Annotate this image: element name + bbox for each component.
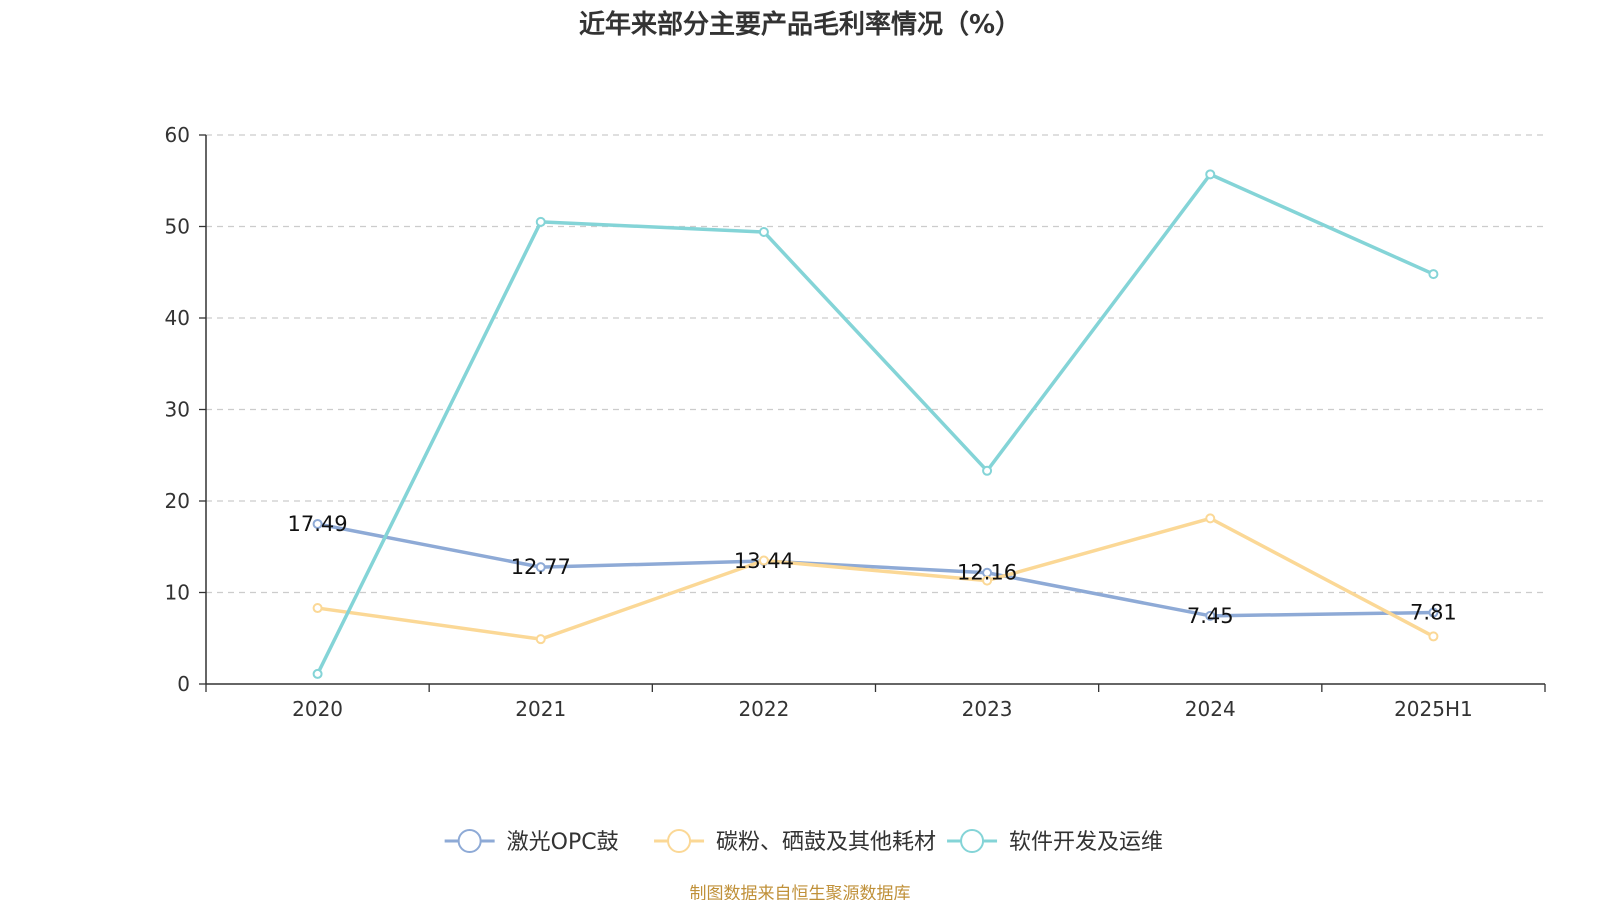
x-tick-label: 2021	[515, 697, 566, 721]
data-label: 17.49	[288, 512, 348, 536]
data-point	[535, 634, 546, 645]
series-line	[317, 516, 1435, 641]
data-label: 7.45	[1187, 604, 1234, 628]
legend-marker-icon	[960, 829, 985, 853]
data-point	[1428, 269, 1439, 280]
series-line	[316, 172, 1435, 675]
data-label: 13.44	[734, 549, 794, 573]
data-point	[1428, 607, 1439, 618]
x-tick-label: 2020	[292, 697, 343, 721]
data-point	[982, 465, 993, 476]
y-tick-label: 20	[165, 489, 190, 513]
legend-item-0[interactable]: 激光OPC鼓	[444, 829, 619, 855]
series-2	[312, 169, 1439, 679]
y-tick-label: 0	[177, 672, 190, 696]
x-tick-label: 2023	[962, 697, 1013, 721]
data-point	[982, 575, 993, 586]
legend-label: 软件开发及运维	[1009, 830, 1163, 855]
y-tick-label: 10	[165, 581, 190, 605]
axes: 0 10 20 30 40 50 60 2020 2021 2022 2023 2024 2025H1	[165, 123, 1546, 721]
chart-title: 近年来部分主要产品毛利率情况（%）	[579, 9, 1021, 40]
data-point	[1428, 631, 1439, 642]
data-label: 7.81	[1410, 601, 1457, 625]
legend-label: 碳粉、硒鼓及其他耗材	[716, 830, 936, 855]
data-point	[535, 562, 546, 573]
data-point	[1205, 169, 1216, 180]
x-tick-label: 2022	[738, 697, 789, 721]
x-tick-label: 2024	[1185, 697, 1236, 721]
source-note: 制图数据来自恒生聚源数据库	[690, 884, 911, 900]
legend-item-1[interactable]: 碳粉、硒鼓及其他耗材	[654, 829, 936, 855]
y-tick-label: 30	[165, 398, 190, 422]
legend-item-2[interactable]: 软件开发及运维	[947, 829, 1163, 855]
data-label: 12.16	[957, 561, 1017, 585]
data-labels: 17.49 12.77 13.44 12.16 7.45 7.81	[288, 512, 1457, 628]
data-point	[312, 668, 323, 679]
legend-label: 激光OPC鼓	[507, 830, 619, 855]
y-tick-label: 50	[165, 215, 190, 239]
data-point	[758, 555, 769, 566]
data-point	[535, 216, 546, 227]
series-line	[317, 522, 1434, 618]
data-label: 12.77	[511, 555, 571, 579]
legend-marker-icon	[667, 829, 692, 853]
data-point	[758, 226, 769, 237]
y-tick-label: 40	[165, 306, 190, 330]
data-point	[1205, 610, 1216, 621]
data-point	[1205, 513, 1216, 524]
x-tick-label: 2025H1	[1394, 697, 1473, 721]
series-1	[312, 513, 1439, 645]
legend: 激光OPC鼓 碳粉、硒鼓及其他耗材 软件开发及运维	[444, 829, 1163, 855]
legend-marker-icon	[457, 829, 482, 853]
data-point	[312, 518, 323, 529]
series-lines	[312, 169, 1439, 679]
series-0	[312, 518, 1439, 621]
y-tick-label: 60	[165, 123, 190, 147]
grid-lines	[206, 134, 1545, 594]
data-point	[312, 603, 323, 614]
